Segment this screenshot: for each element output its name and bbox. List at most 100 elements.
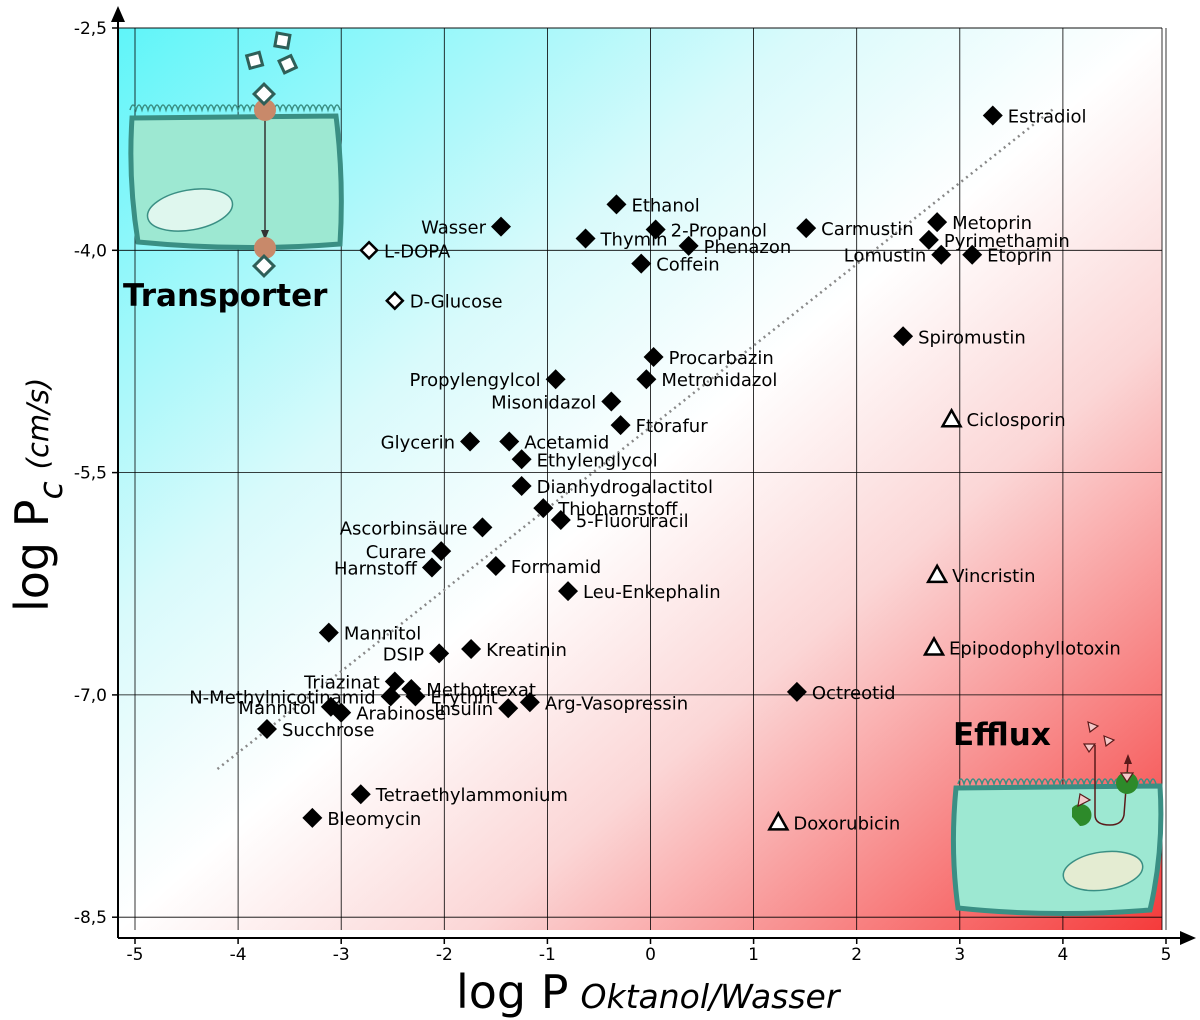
data-point-label: Procarbazin xyxy=(669,348,774,369)
data-point-marker xyxy=(485,555,506,576)
y-axis-title-subscript: c xyxy=(31,481,70,499)
data-point-label: Etoprin xyxy=(987,246,1052,267)
data-point-marker xyxy=(796,218,817,239)
data-point-marker xyxy=(318,622,339,643)
data-point-marker xyxy=(610,415,631,436)
data-point-marker xyxy=(550,510,571,531)
transporter-cell-illustration xyxy=(128,31,344,279)
data-point-marker xyxy=(636,369,657,390)
data-point-marker xyxy=(498,698,519,719)
data-point-marker xyxy=(940,407,963,428)
data-point-marker xyxy=(606,194,627,215)
data-point-label: N-Methylnicotinamid xyxy=(189,687,375,708)
x-tick-label: -3 xyxy=(333,945,350,965)
y-axis-arrow-icon xyxy=(111,6,125,22)
data-point-label: DSIP xyxy=(383,644,425,665)
x-tick-label: 4 xyxy=(1057,945,1068,965)
y-tick-label: -7,0 xyxy=(74,686,107,706)
x-tick-label: -2 xyxy=(436,945,453,965)
data-point-label: Ftorafur xyxy=(636,416,709,437)
data-point-label: Doxorubicin xyxy=(793,813,900,834)
data-point-marker xyxy=(431,541,452,562)
data-point-marker xyxy=(575,228,596,249)
data-point-label: Curare xyxy=(366,542,427,563)
axis-ticks: -5 -4 -3 -2 -1 0 1 2 3 4 5 -2,5 -4,0 -5,5 -7,0 -8,5 xyxy=(74,19,1172,965)
data-point-label: Estradiol xyxy=(1008,106,1087,127)
data-point-marker xyxy=(982,105,1003,126)
data-point-label: Formamid xyxy=(511,557,601,578)
data-point-marker xyxy=(472,517,493,538)
data-point-marker xyxy=(421,557,442,578)
data-point-marker xyxy=(533,498,554,519)
data-point-marker xyxy=(962,244,983,265)
data-point-label: Vincristin xyxy=(952,566,1035,587)
data-point-label: Octreotid xyxy=(812,683,896,704)
data-point-marker xyxy=(461,638,482,659)
y-axis-title: log Pc (cm/s) xyxy=(5,378,70,612)
data-point-marker xyxy=(511,475,532,496)
data-point-label: Pyrimethamin xyxy=(944,231,1070,252)
data-point-label: Triazinat xyxy=(303,673,380,694)
x-axis-title-main: log P xyxy=(456,965,568,1019)
data-point-label: Mannitol xyxy=(238,698,315,719)
efflux-region-label: Efflux xyxy=(953,717,1051,753)
data-point-label: Mannitol xyxy=(344,624,421,645)
x-tick-label: -1 xyxy=(539,945,556,965)
x-tick-label: 2 xyxy=(851,945,862,965)
x-axis-title: log P Oktanol/Wasser xyxy=(456,965,842,1019)
y-tick-label: -2,5 xyxy=(74,19,107,39)
data-point-label: Carmustin xyxy=(821,219,913,240)
x-tick-label: 3 xyxy=(954,945,965,965)
data-point-label: L-DOPA xyxy=(384,241,451,262)
data-point-marker xyxy=(643,347,664,368)
data-point-label: Succhrose xyxy=(282,720,375,741)
axes xyxy=(111,6,1196,945)
x-tick-label: -5 xyxy=(127,945,144,965)
data-point-marker xyxy=(460,431,481,452)
data-point-marker xyxy=(558,581,579,602)
data-point-label: Thymin xyxy=(600,229,668,250)
data-point-label: Dianhydrogalactitol xyxy=(537,477,713,498)
y-tick-label: -5,5 xyxy=(74,464,107,484)
x-tick-label: 0 xyxy=(645,945,656,965)
data-point-marker xyxy=(359,240,379,261)
y-tick-label: -8,5 xyxy=(74,908,107,928)
data-point-label: Wasser xyxy=(421,218,487,239)
data-point-marker xyxy=(429,643,450,664)
y-axis-title-unit: (cm/s) xyxy=(21,378,55,470)
data-point-label: Propylengylcol xyxy=(410,370,541,391)
x-tick-label: -4 xyxy=(230,945,247,965)
y-axis-title-main: log P xyxy=(5,500,59,612)
x-axis-arrow-icon xyxy=(1180,931,1196,945)
x-tick-label: 1 xyxy=(748,945,759,965)
data-point-label: 5-Fluoruracil xyxy=(576,511,689,532)
efflux-cell-illustration xyxy=(950,721,1164,917)
data-point-marker xyxy=(927,212,948,233)
data-point-label: Thioharnstoff xyxy=(557,499,678,520)
data-point-marker xyxy=(645,219,666,240)
data-point-label: Ethanol xyxy=(631,195,699,216)
data-point-marker xyxy=(331,702,352,723)
data-point-marker xyxy=(678,235,699,256)
data-point-label: Arabinose xyxy=(356,704,446,725)
data-point-label: Glycerin xyxy=(381,432,455,453)
data-point-label: Spiromustin xyxy=(918,327,1026,348)
data-point-marker xyxy=(405,686,426,707)
data-point-label: Misonidazol xyxy=(491,392,596,413)
data-point-marker xyxy=(385,290,405,311)
data-point-label: Tetraethylammonium xyxy=(375,785,568,806)
transporter-region-label: Transporter xyxy=(123,278,328,314)
data-point-label: Ciclosporin xyxy=(967,410,1066,431)
data-point-marker xyxy=(499,431,520,452)
data-point-label: Metoprin xyxy=(952,213,1032,234)
data-point-label: Methotrexat xyxy=(426,680,536,701)
data-point-marker xyxy=(931,244,952,265)
data-point-label: Arg-Vasopressin xyxy=(545,693,688,714)
data-point-marker xyxy=(256,718,277,739)
data-point-marker xyxy=(601,391,622,412)
y-tick-label: -4,0 xyxy=(74,241,107,261)
data-point-label: Ethylenglycol xyxy=(537,450,658,471)
data-point-marker xyxy=(786,681,807,702)
data-point-marker xyxy=(631,253,652,274)
